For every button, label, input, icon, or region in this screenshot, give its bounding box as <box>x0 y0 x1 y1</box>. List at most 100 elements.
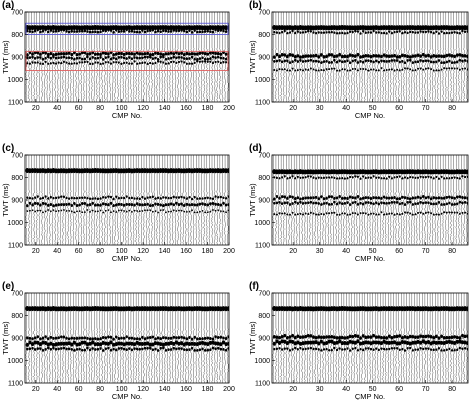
reflector-lobe <box>451 67 454 70</box>
reflector-lobe <box>372 212 375 215</box>
reflector-lobe <box>180 29 183 32</box>
reflector-lobe <box>182 204 186 207</box>
reflector-lobe <box>463 59 467 62</box>
reflector-lobe <box>193 61 196 65</box>
reflector-lobe <box>372 60 375 64</box>
reflector-lobe <box>41 201 45 205</box>
reflector-lobe <box>445 177 448 180</box>
trace-wiggle <box>369 155 374 245</box>
reflector-lobe <box>424 201 428 204</box>
reflector-lobe <box>188 210 191 213</box>
reflector-lobe <box>219 203 223 207</box>
reflector-lobe <box>314 201 318 205</box>
reflector-lobe <box>83 348 87 352</box>
x-tick-label: 120 <box>137 248 149 255</box>
reflector-lobe <box>222 29 225 33</box>
reflector-lobe <box>348 195 352 199</box>
reflector-lobe <box>73 348 76 352</box>
reflector-lobe <box>101 335 105 339</box>
reflector-lobe <box>206 203 210 207</box>
reflector-lobe <box>343 60 347 63</box>
reflector-lobe <box>130 62 133 65</box>
reflector-lobe <box>364 340 368 345</box>
reflector-lobe <box>154 210 157 212</box>
reflector-lobe <box>395 55 399 59</box>
reflector-lobe <box>309 54 313 58</box>
reflector-lobe <box>461 347 464 350</box>
reflector-lobe <box>366 306 371 312</box>
reflector-lobe <box>73 30 76 33</box>
reflector-lobe <box>466 196 468 200</box>
reflector-lobe <box>112 210 115 212</box>
reflector-lobe <box>143 25 147 31</box>
reflector-lobe <box>70 29 73 33</box>
reflector-lobe <box>354 68 357 71</box>
reflector-lobe <box>166 341 171 346</box>
reflector-lobe <box>117 347 121 350</box>
reflector-lobe <box>291 211 294 214</box>
reflector-lobe <box>427 30 430 33</box>
reflector-lobe <box>288 69 291 72</box>
reflector-lobe <box>31 61 34 64</box>
reflector-lobe <box>340 306 345 312</box>
reflector-lobe <box>299 68 302 71</box>
reflector-lobe <box>427 53 430 58</box>
reflector-lobe <box>453 196 456 200</box>
reflector-lobe <box>408 55 412 59</box>
reflector-lobe <box>117 56 121 59</box>
reflector-lobe <box>65 347 68 351</box>
reflector-lobe <box>70 62 73 65</box>
reflector-lobe <box>42 211 44 214</box>
reflector-lobe <box>281 68 284 71</box>
reflector-lobe <box>31 30 34 34</box>
reflector-lobe <box>106 168 111 174</box>
reflector-lobe <box>107 52 110 56</box>
y-tick-label: 800 <box>11 175 23 182</box>
reflector-lobe <box>135 202 139 206</box>
reflector-lobe <box>196 349 199 352</box>
reflector-lobe <box>353 169 358 175</box>
reflector-lobe <box>78 61 81 64</box>
reflector-lobe <box>138 197 141 201</box>
reflector-lobe <box>385 340 389 345</box>
reflector-lobe <box>83 202 87 206</box>
reflector-lobe <box>424 334 428 339</box>
reflector-lobe <box>442 196 446 200</box>
reflector-lobe <box>275 69 278 72</box>
reflector-lobe <box>114 203 118 207</box>
reflector-lobe <box>28 201 32 205</box>
reflector-lobe <box>190 31 194 34</box>
reflector-lobe <box>141 203 144 207</box>
reflector-lobe <box>299 200 302 204</box>
reflector-lobe <box>401 212 404 215</box>
reflector-lobe <box>62 346 66 350</box>
reflector-lobe <box>122 203 126 207</box>
reflector-lobe <box>125 348 128 352</box>
reflector-lobe <box>329 25 334 31</box>
reflector-lobe <box>296 334 300 338</box>
reflector-lobe <box>362 30 365 33</box>
reflector-lobe <box>25 53 29 57</box>
y-tick-label: 700 <box>258 10 270 17</box>
reflector-lobe <box>167 348 170 351</box>
reflector-lobe <box>380 177 383 180</box>
reflector-lobe <box>395 346 399 350</box>
reflector-lobe <box>434 54 438 58</box>
reflector-lobe <box>411 176 414 179</box>
reflector-lobe <box>117 341 121 346</box>
reflector-lobe <box>36 61 39 64</box>
reflector-lobe <box>31 337 34 341</box>
x-axis-label: ÇMP No. <box>355 392 385 400</box>
reflector-lobe <box>206 29 209 33</box>
reflector-lobe <box>346 54 349 59</box>
reflector-lobe <box>216 336 220 340</box>
reflector-lobe <box>227 335 229 339</box>
reflector-lobe <box>49 203 53 207</box>
reflector-lobe <box>457 25 462 31</box>
reflector-lobe <box>364 68 367 71</box>
reflector-lobe <box>340 196 344 200</box>
reflector-lobe <box>434 334 438 339</box>
reflector-lobe <box>159 52 163 56</box>
reflector-lobe <box>78 52 81 56</box>
reflector-lobe <box>122 29 126 33</box>
